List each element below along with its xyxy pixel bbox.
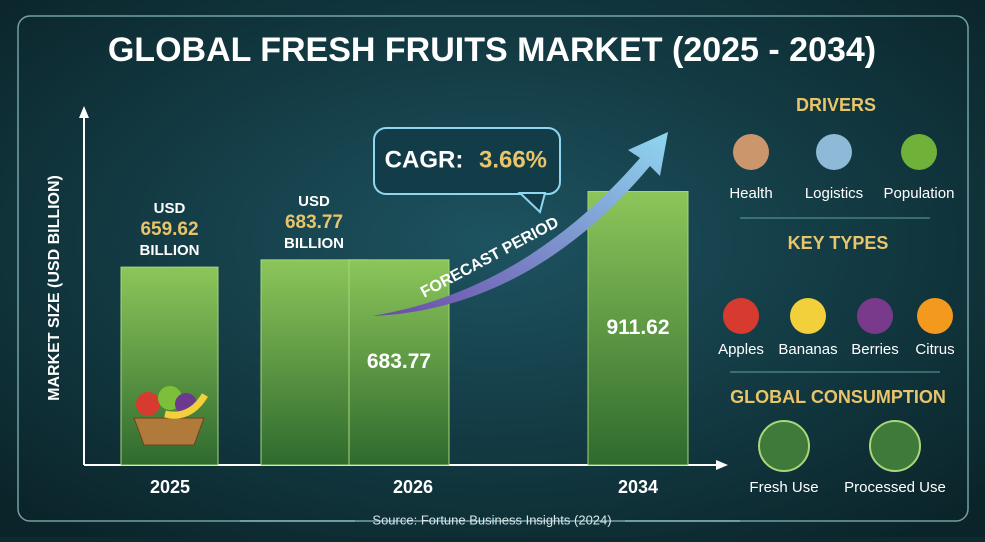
item-label: Fresh Use: [749, 479, 818, 496]
x-arrow: [716, 460, 728, 470]
driver-icon: [816, 134, 852, 170]
cagr-box: [373, 127, 561, 195]
item-label: Citrus: [915, 341, 954, 358]
fruit-icon: [857, 298, 893, 334]
item-label: Berries: [851, 341, 899, 358]
item-label: Population: [884, 185, 955, 202]
item-label: Health: [729, 185, 772, 202]
key-types-title: KEY TYPES: [788, 233, 889, 253]
item-label: Apples: [718, 341, 764, 358]
chart-title: GLOBAL FRESH FRUITS MARKET (2025 - 2034): [108, 31, 876, 69]
fruit-basket: [133, 386, 209, 446]
consumption-title: GLOBAL CONSUMPTION: [730, 387, 946, 407]
y-axis-label: MARKET SIZE (USD BILLION): [46, 175, 63, 401]
frame: [17, 15, 969, 522]
value-prefix: USD: [298, 193, 330, 210]
bar: [587, 191, 689, 466]
item-label: Logistics: [805, 185, 863, 202]
fruit-icon: [917, 298, 953, 334]
item-label: Bananas: [778, 341, 837, 358]
value-suffix: BILLION: [284, 235, 344, 252]
value-prefix: USD: [154, 200, 186, 217]
cagr-label: CAGR:: [385, 146, 464, 173]
forecast-arrow: [372, 132, 668, 316]
cagr-value: 3.66%: [479, 146, 547, 173]
x-tick-label: 2025: [150, 477, 190, 497]
cagr-pointer: [517, 192, 547, 214]
value-label: 659.62: [140, 219, 198, 240]
fruit-icon: [790, 298, 826, 334]
consumption-icon: [869, 420, 921, 472]
drivers-title: DRIVERS: [796, 95, 876, 115]
item-label: Processed Use: [844, 479, 946, 496]
x-tick-label: 2034: [618, 477, 658, 497]
value-label: 683.77: [285, 212, 343, 233]
bar: [348, 259, 450, 466]
value-suffix: BILLION: [140, 242, 200, 259]
driver-icon: [733, 134, 769, 170]
y-arrow: [79, 106, 89, 118]
driver-icon: [901, 134, 937, 170]
consumption-icon: [758, 420, 810, 472]
source: Source: Fortune Business Insights (2024): [372, 512, 611, 527]
value-label: 911.62: [606, 316, 669, 339]
x-tick-label: 2026: [393, 477, 433, 497]
fruit-icon: [723, 298, 759, 334]
value-label: 683.77: [367, 350, 431, 373]
